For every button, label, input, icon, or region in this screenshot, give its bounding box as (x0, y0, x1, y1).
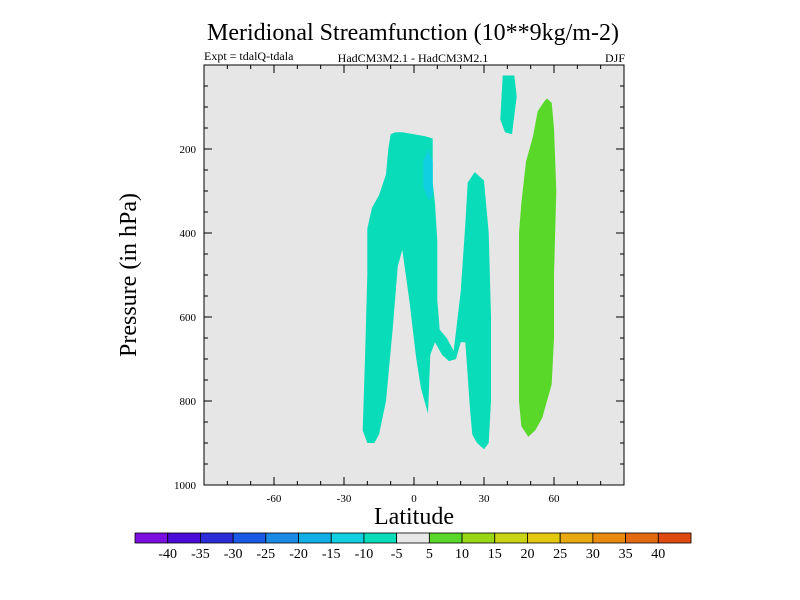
colorbar-label: -20 (289, 547, 308, 562)
colorbar-swatch (592, 532, 626, 544)
colorbar-swatch (461, 532, 496, 544)
colorbar-label: 25 (553, 547, 567, 562)
colorbar-swatch (363, 532, 398, 544)
colorbar-swatch (167, 532, 201, 544)
colorbar-swatch (265, 532, 299, 544)
colorbar-label: -5 (391, 547, 403, 562)
y-tick-label: 1000 (174, 480, 197, 492)
colorbar-labels: -40 -35 -30 -25 -20 -15 -10 -5 5 10 15 20 25 30 35 40 (158, 547, 665, 562)
colorbar-swatch (657, 532, 692, 544)
y-tick-label: 200 (180, 144, 197, 156)
colorbar-label: -25 (256, 547, 275, 562)
x-tick-labels: -60 -30 0 30 60 (267, 493, 560, 505)
colorbar-label: 20 (520, 547, 534, 562)
colorbar-swatch (200, 532, 234, 544)
y-axis-title: Pressure (in hPa) (116, 193, 142, 357)
colorbar-label: -30 (224, 547, 243, 562)
colorbar-swatch (298, 532, 332, 544)
major-ticks (204, 65, 624, 486)
colorbar-label: 40 (651, 547, 665, 562)
colorbar-label: 5 (426, 547, 433, 562)
x-tick-label: -30 (337, 493, 352, 505)
y-tick-label: 800 (180, 396, 197, 408)
colorbar-swatch (559, 532, 594, 544)
x-tick-label: 0 (411, 493, 417, 505)
colorbar-swatch (134, 532, 169, 544)
region-nh-cell (519, 98, 557, 437)
colorbar-swatch (232, 532, 267, 544)
season-label: DJF (605, 51, 625, 65)
x-axis-title: Latitude (374, 504, 454, 530)
colorbar-label: -15 (322, 547, 341, 562)
x-tick-label: 30 (479, 493, 491, 505)
colorbar-swatch (396, 532, 430, 544)
colorbar-label: -35 (191, 547, 210, 562)
contour-regions (362, 75, 557, 450)
chart-title: Meridional Streamfunction (10**9kg/m-2) (207, 20, 619, 46)
minor-ticks (204, 65, 624, 485)
region-sh-cell (362, 132, 491, 450)
y-tick-label: 600 (180, 312, 197, 324)
colorbar-label: 15 (488, 547, 502, 562)
colorbar-swatch (494, 532, 528, 544)
colorbar-swatch (330, 532, 365, 544)
colorbar-swatch (428, 532, 463, 544)
region-upper-cell (500, 75, 517, 135)
colorbar-label: -10 (355, 547, 374, 562)
colorbar-label: 10 (455, 547, 469, 562)
models-label: HadCM3M2.1 - HadCM3M2.1 (338, 51, 489, 65)
x-tick-label: -60 (267, 493, 282, 505)
y-tick-labels: 200 400 600 800 1000 (174, 144, 197, 492)
colorbar-label: -40 (158, 547, 177, 562)
x-tick-label: 60 (549, 493, 561, 505)
region-tropical-core (423, 149, 433, 200)
colorbar-label: 30 (586, 547, 600, 562)
colorbar-swatch (527, 532, 561, 544)
colorbar-swatch (625, 532, 659, 544)
y-tick-label: 400 (180, 228, 197, 240)
colorbar-label: 35 (619, 547, 633, 562)
expt-label: Expt = tdalQ-tdala (204, 49, 294, 63)
colorbar (134, 532, 692, 544)
